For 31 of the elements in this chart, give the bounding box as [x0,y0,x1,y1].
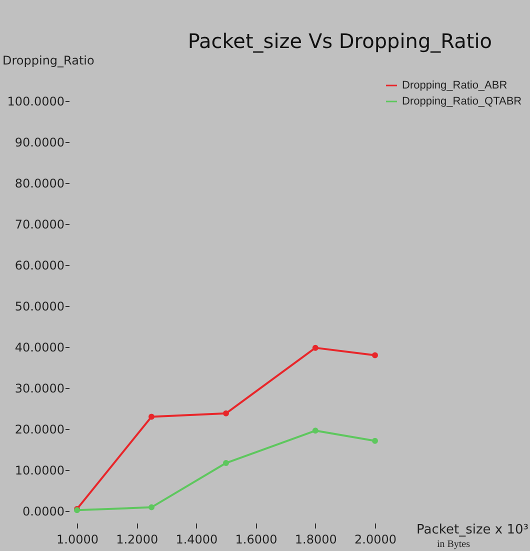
y-axis-title: Dropping_Ratio [2,54,94,68]
y-tick-label: 50.0000 [14,300,64,314]
point [312,344,318,351]
x-tick-label: 1.4000 [176,532,218,546]
point [312,428,318,434]
x-tick-label: 2.0000 [354,532,396,546]
point [148,504,154,510]
x-tick-label: 1.8000 [294,532,337,546]
y-tick-label: 30.0000 [14,382,64,396]
y-tick-label: 90.0000 [14,136,64,150]
chart-title: Packet_size Vs Dropping_Ratio [188,29,492,53]
y-tick-label: 70.0000 [14,218,64,232]
point [148,414,154,420]
y-tick-label: 10.0000 [14,464,64,478]
y-tick-label: 100.0000 [7,94,64,108]
point [223,410,229,416]
x-tick-label: 1.0000 [56,532,98,546]
y-tick-label: 20.0000 [14,422,64,436]
y-tick-label: 60.0000 [14,258,64,272]
text: in Bytes [436,539,470,550]
y-tick-label: 0.0000 [22,504,64,518]
y-tick-label: 80.0000 [14,176,64,190]
legend-label: Dropping_Ratio_QTABR [402,96,522,108]
point [372,352,378,358]
x-tick-label: 1.2000 [116,532,158,546]
point [223,460,229,466]
x-tick-label: 1.6000 [235,532,278,546]
legend-label: Dropping_Ratio_ABR [402,80,508,92]
y-tick-label: 40.0000 [14,340,64,354]
x-axis-title: Packet_size x 10³ [416,522,528,538]
point [372,438,378,444]
